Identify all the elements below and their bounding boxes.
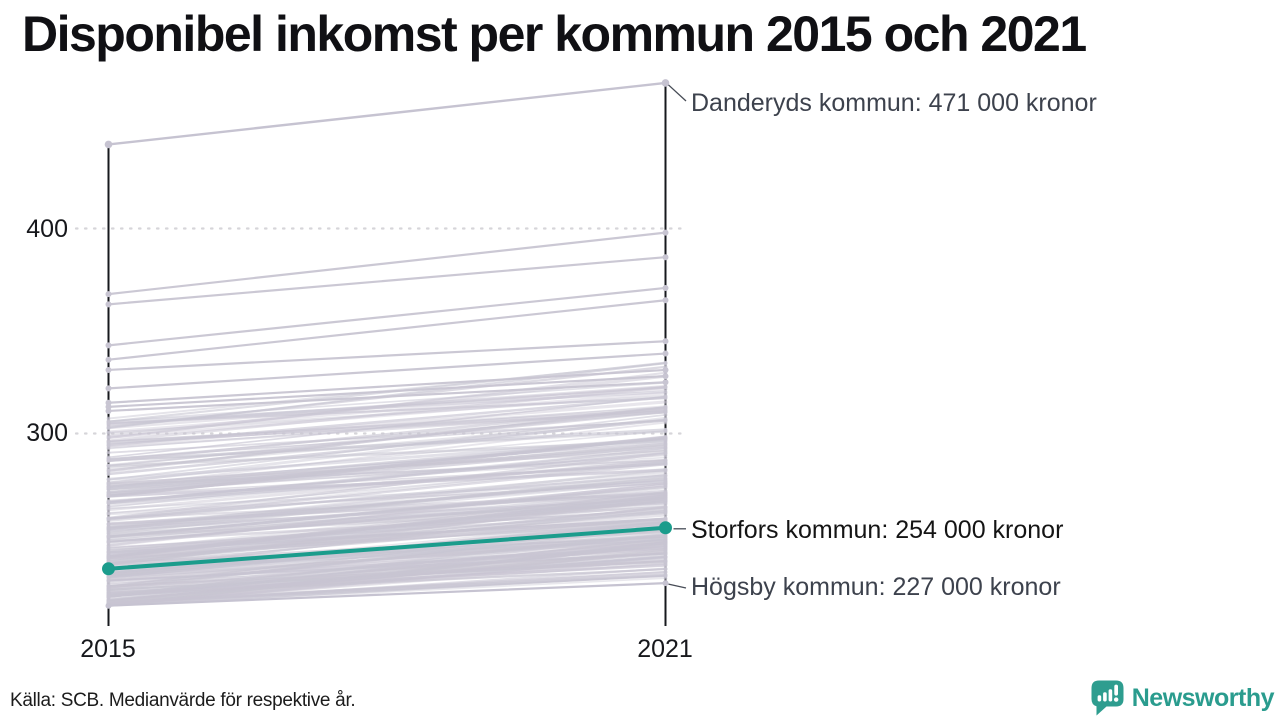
x-tick-2021: 2021 [637, 635, 693, 663]
newsworthy-wordmark: Newsworthy [1131, 684, 1275, 712]
newsworthy-speech-bubble-icon [1091, 680, 1124, 716]
chart-title: Disponibel inkomst per kommun 2015 och 2… [22, 6, 1087, 62]
exclamation-glyph [1114, 684, 1118, 696]
source-note: Källa: SCB. Medianvärde för respektive å… [10, 690, 356, 711]
newsworthy-logo: Newsworthy [1091, 680, 1275, 716]
x-tick-2015: 2015 [80, 635, 136, 663]
background-lines [106, 360, 668, 608]
highlight-line-storfors [102, 521, 672, 576]
annotation-storfors-kommun: Storfors kommun: 254 000 kronor [691, 516, 1064, 544]
annotation-connectors [668, 84, 687, 589]
annotation-hogsby-kommun: Högsby kommun: 227 000 kronor [691, 573, 1061, 601]
annotation-danderyds-kommun: Danderyds kommun: 471 000 kronor [691, 89, 1097, 117]
annotated-lines [104, 79, 670, 609]
upper-lines [105, 229, 669, 414]
y-tick-400: 400 [26, 215, 68, 243]
bar-chart-glyph [1097, 695, 1101, 702]
y-tick-300: 300 [26, 419, 68, 447]
